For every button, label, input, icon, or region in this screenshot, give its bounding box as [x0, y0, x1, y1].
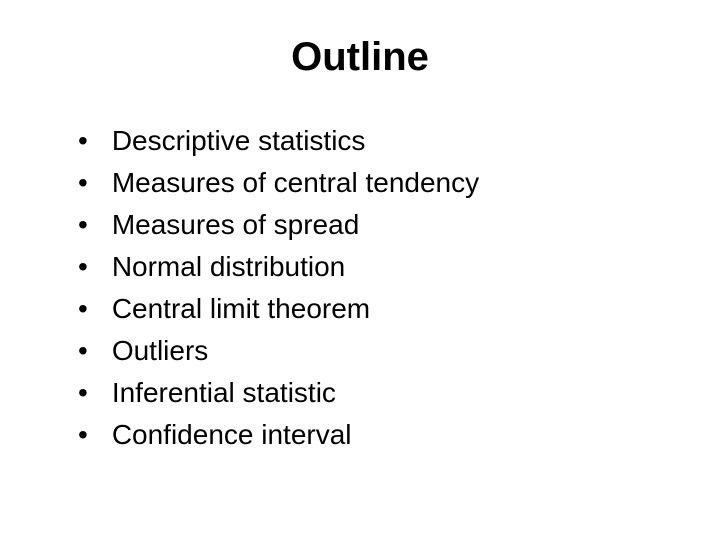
bullet-icon: •: [78, 372, 88, 414]
bullet-icon: •: [78, 120, 88, 162]
list-item: • Confidence interval: [78, 414, 670, 456]
bullet-text: Confidence interval: [112, 414, 670, 456]
slide-container: Outline • Descriptive statistics • Measu…: [0, 0, 720, 540]
list-item: • Descriptive statistics: [78, 120, 670, 162]
bullet-text: Inferential statistic: [112, 372, 670, 414]
bullet-icon: •: [78, 246, 88, 288]
bullet-icon: •: [78, 162, 88, 204]
bullet-text: Outliers: [112, 330, 670, 372]
bullet-icon: •: [78, 204, 88, 246]
bullet-text: Normal distribution: [112, 246, 670, 288]
list-item: • Inferential statistic: [78, 372, 670, 414]
slide-title: Outline: [50, 35, 670, 80]
list-item: • Measures of central tendency: [78, 162, 670, 204]
list-item: • Outliers: [78, 330, 670, 372]
bullet-text: Descriptive statistics: [112, 120, 670, 162]
bullet-text: Measures of spread: [112, 204, 670, 246]
list-item: • Normal distribution: [78, 246, 670, 288]
bullet-text: Central limit theorem: [112, 288, 670, 330]
bullet-icon: •: [78, 330, 88, 372]
bullet-icon: •: [78, 288, 88, 330]
bullet-list: • Descriptive statistics • Measures of c…: [50, 120, 670, 456]
list-item: • Measures of spread: [78, 204, 670, 246]
bullet-text: Measures of central tendency: [112, 162, 670, 204]
list-item: • Central limit theorem: [78, 288, 670, 330]
bullet-icon: •: [78, 414, 88, 456]
